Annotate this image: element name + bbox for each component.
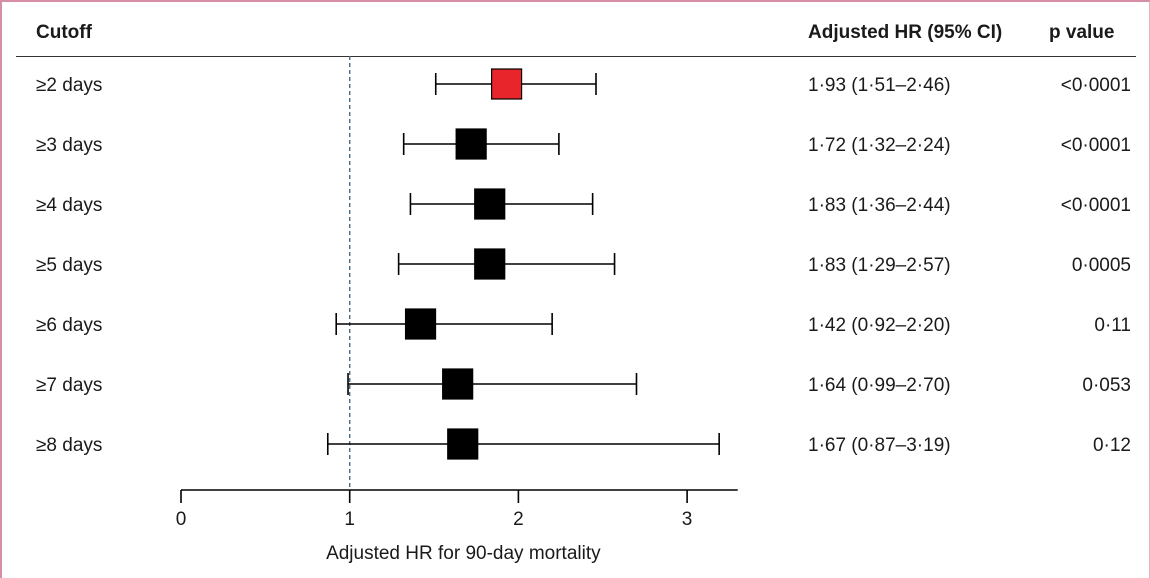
p-value: 0·11 (1094, 315, 1131, 336)
hr-ci-value: 1·83 (1·36–2·44) (808, 195, 951, 216)
x-axis-label: Adjusted HR for 90-day mortality (326, 543, 601, 564)
hr-marker (447, 428, 479, 460)
hr-marker (474, 188, 506, 220)
x-tick-label: 0 (176, 509, 187, 530)
column-header-cutoff: Cutoff (36, 22, 92, 43)
column-header-p-value: p value (1049, 22, 1115, 43)
p-value: <0·0001 (1061, 135, 1131, 156)
hr-ci-value: 1·72 (1·32–2·24) (808, 135, 951, 156)
hr-marker (474, 248, 506, 280)
hr-marker (442, 368, 474, 400)
hr-ci-value: 1·93 (1·51–2·46) (808, 75, 951, 96)
row-label: ≥6 days (36, 315, 102, 336)
row-label: ≥8 days (36, 435, 102, 456)
hr-marker (455, 128, 487, 160)
p-value: <0·0001 (1061, 75, 1131, 96)
column-header-adjusted-hr: Adjusted HR (95% CI) (808, 22, 1003, 43)
highlighted-hr-marker (490, 68, 523, 100)
row-label: ≥5 days (36, 255, 102, 276)
x-tick-label: 3 (682, 509, 693, 530)
hr-ci-value: 1·67 (0·87–3·19) (808, 435, 951, 456)
row-label: ≥2 days (36, 75, 102, 96)
hr-ci-value: 1·42 (0·92–2·20) (808, 315, 951, 336)
p-value: 0·12 (1093, 435, 1131, 456)
x-tick-label: 2 (513, 509, 524, 530)
row-label: ≥7 days (36, 375, 102, 396)
x-tick-label: 1 (344, 509, 355, 530)
row-label: ≥4 days (36, 195, 102, 216)
hr-marker (404, 308, 437, 340)
hr-ci-value: 1·64 (0·99–2·70) (808, 375, 951, 396)
header-rule (16, 56, 1136, 57)
row-label: ≥3 days (36, 135, 102, 156)
p-value: 0·053 (1082, 375, 1131, 396)
hr-ci-value: 1·83 (1·29–2·57) (808, 255, 951, 276)
p-value: <0·0001 (1061, 195, 1131, 216)
p-value: 0·0005 (1072, 255, 1131, 276)
